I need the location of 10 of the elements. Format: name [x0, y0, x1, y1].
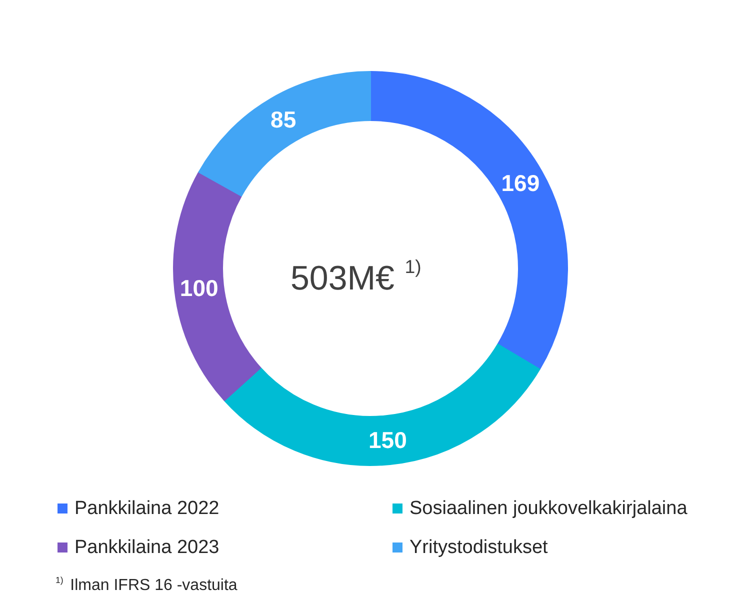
legend-label: Sosiaalinen joukkovelkakirjalaina: [410, 498, 688, 519]
text: 503M€ 1): [290, 256, 422, 298]
legend-label: Pankkilaina 2022: [74, 498, 220, 519]
data-label: 85: [270, 106, 296, 133]
data-label: 169: [501, 170, 540, 196]
legend-label: Pankkilaina 2023: [74, 537, 220, 558]
legend-label: Yritystodistukset: [410, 537, 549, 558]
data-label: 150: [368, 427, 407, 454]
text: 1) Ilman IFRS 16 -vastuita: [56, 574, 238, 594]
data-label: 100: [180, 274, 218, 301]
